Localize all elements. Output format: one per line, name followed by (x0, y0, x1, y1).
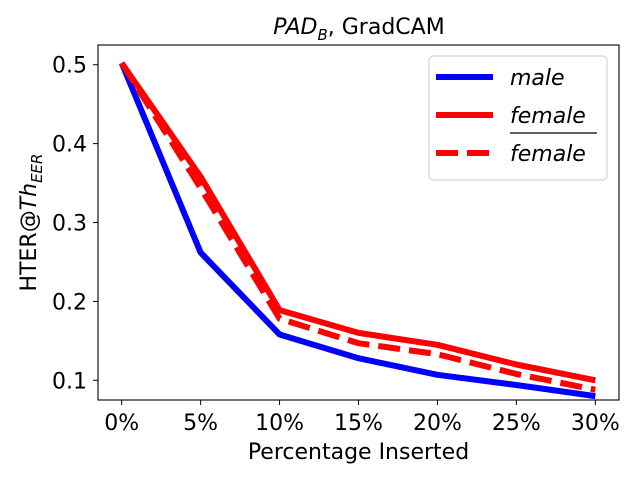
x-tick-label: 20% (413, 411, 462, 436)
chart-title-rest: , GradCAM (328, 15, 445, 40)
y-tick-label: 0.3 (52, 212, 87, 237)
series-layer (118, 61, 596, 400)
series-line-2 (119, 61, 596, 384)
y-tick-label: 0.1 (52, 369, 87, 394)
y-axis-label-subscript: EER (28, 154, 46, 183)
x-axis-label: Percentage Inserted (248, 440, 469, 465)
chart-title: PADB, GradCAM (273, 15, 444, 44)
x-tick-label: 0% (104, 411, 139, 436)
series-line-1 (118, 61, 596, 400)
legend-label-2: female (510, 104, 586, 129)
series-line-3 (119, 61, 596, 393)
chart-title-subscript: B (317, 26, 327, 44)
y-axis-label: HTER@ThEER (17, 154, 46, 292)
y-axis-label-italic: Th (17, 183, 42, 210)
x-tick-label: 25% (492, 411, 541, 436)
x-tick-label: 30% (571, 411, 620, 436)
legend-box (428, 55, 608, 181)
x-tick-label: 10% (255, 411, 304, 436)
legend-label-3: female (510, 142, 586, 167)
legend: male female female (428, 55, 608, 181)
x-axis-ticks: 0% 5% 10% 15% 20% 25% 30% (104, 400, 620, 436)
chart-title-italic: PAD (273, 15, 317, 40)
x-tick-label: 15% (334, 411, 383, 436)
y-axis-label-main: HTER@ (17, 210, 42, 291)
legend-label-1: male (510, 66, 565, 91)
y-tick-label: 0.4 (52, 133, 87, 158)
y-tick-label: 0.2 (52, 290, 87, 315)
x-tick-label: 5% (183, 411, 218, 436)
plot-frame (97, 44, 620, 401)
y-tick-label: 0.5 (52, 54, 87, 79)
y-axis-ticks: 0.1 0.2 0.3 0.4 0.5 (52, 54, 98, 394)
